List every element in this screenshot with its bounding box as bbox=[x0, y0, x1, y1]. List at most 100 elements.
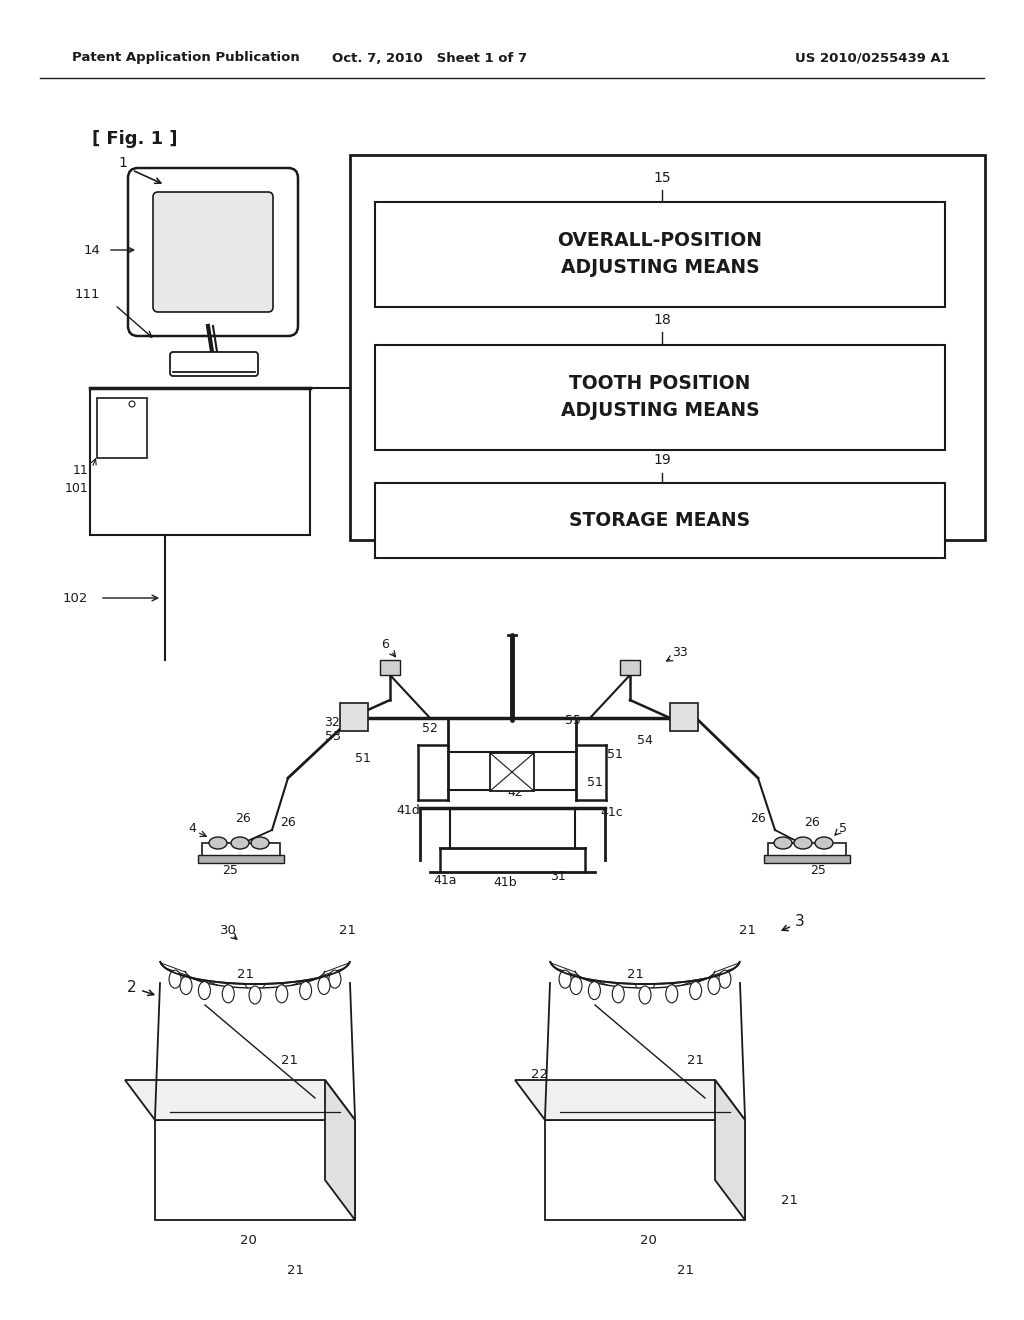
Text: 101: 101 bbox=[65, 482, 88, 495]
Text: 102: 102 bbox=[62, 591, 88, 605]
Text: US 2010/0255439 A1: US 2010/0255439 A1 bbox=[795, 51, 950, 65]
Ellipse shape bbox=[689, 982, 701, 999]
Text: 32: 32 bbox=[325, 715, 340, 729]
Ellipse shape bbox=[815, 837, 833, 849]
Text: 30: 30 bbox=[219, 924, 237, 936]
Text: 21: 21 bbox=[237, 969, 254, 982]
Ellipse shape bbox=[222, 985, 234, 1003]
Text: STORAGE MEANS: STORAGE MEANS bbox=[569, 511, 751, 529]
Text: 21: 21 bbox=[677, 1263, 693, 1276]
Ellipse shape bbox=[570, 977, 582, 994]
Bar bbox=[764, 855, 850, 863]
Text: 5: 5 bbox=[839, 821, 847, 834]
Text: 21: 21 bbox=[739, 924, 757, 936]
Polygon shape bbox=[515, 1080, 745, 1119]
Text: 14: 14 bbox=[83, 243, 100, 256]
Text: 41c: 41c bbox=[601, 805, 624, 818]
Text: 51: 51 bbox=[587, 776, 603, 788]
Text: 21: 21 bbox=[340, 924, 356, 936]
Ellipse shape bbox=[300, 982, 311, 999]
Text: 3: 3 bbox=[795, 915, 805, 929]
Ellipse shape bbox=[666, 985, 678, 1003]
Ellipse shape bbox=[719, 970, 731, 989]
Text: 2: 2 bbox=[127, 981, 137, 995]
Polygon shape bbox=[125, 1080, 355, 1119]
Text: 54: 54 bbox=[637, 734, 653, 747]
Text: [ Fig. 1 ]: [ Fig. 1 ] bbox=[92, 129, 177, 148]
Text: 11: 11 bbox=[73, 463, 88, 477]
Text: 20: 20 bbox=[240, 1233, 256, 1246]
Bar bbox=[620, 660, 640, 675]
Polygon shape bbox=[325, 1080, 355, 1220]
Text: 42: 42 bbox=[507, 785, 523, 799]
Text: 26: 26 bbox=[751, 812, 766, 825]
Ellipse shape bbox=[612, 985, 625, 1003]
Text: 1: 1 bbox=[119, 156, 127, 170]
Text: 25: 25 bbox=[222, 863, 238, 876]
Text: 18: 18 bbox=[653, 313, 671, 327]
Text: TOOTH POSITION
ADJUSTING MEANS: TOOTH POSITION ADJUSTING MEANS bbox=[561, 375, 760, 420]
Text: 111: 111 bbox=[75, 289, 100, 301]
Text: 55: 55 bbox=[565, 714, 581, 726]
Text: 53: 53 bbox=[325, 730, 341, 743]
Bar bbox=[380, 660, 400, 675]
Ellipse shape bbox=[199, 982, 210, 999]
Text: 19: 19 bbox=[653, 453, 671, 467]
Ellipse shape bbox=[231, 837, 249, 849]
Ellipse shape bbox=[275, 985, 288, 1003]
Text: Oct. 7, 2010   Sheet 1 of 7: Oct. 7, 2010 Sheet 1 of 7 bbox=[333, 51, 527, 65]
Ellipse shape bbox=[318, 977, 330, 994]
Bar bbox=[490, 752, 534, 791]
Ellipse shape bbox=[180, 977, 193, 994]
Text: 51: 51 bbox=[607, 748, 623, 762]
Ellipse shape bbox=[329, 970, 341, 989]
Ellipse shape bbox=[559, 970, 571, 989]
Bar bbox=[768, 843, 846, 861]
Text: 26: 26 bbox=[236, 812, 251, 825]
Bar bbox=[202, 843, 280, 861]
Bar bbox=[90, 388, 310, 535]
Text: 21: 21 bbox=[686, 1053, 703, 1067]
Polygon shape bbox=[545, 1119, 745, 1220]
Bar bbox=[198, 855, 284, 863]
Ellipse shape bbox=[794, 837, 812, 849]
Ellipse shape bbox=[774, 837, 792, 849]
Bar bbox=[375, 202, 945, 308]
Bar bbox=[375, 345, 945, 450]
Polygon shape bbox=[155, 1119, 355, 1220]
Bar bbox=[340, 704, 368, 731]
Ellipse shape bbox=[589, 982, 600, 999]
Text: 15: 15 bbox=[653, 172, 671, 185]
Text: 22: 22 bbox=[531, 1068, 549, 1081]
Text: 21: 21 bbox=[282, 1053, 299, 1067]
Text: 21: 21 bbox=[287, 1263, 303, 1276]
Bar bbox=[670, 704, 698, 731]
FancyBboxPatch shape bbox=[170, 352, 258, 376]
Text: OVERALL-POSITION
ADJUSTING MEANS: OVERALL-POSITION ADJUSTING MEANS bbox=[557, 231, 763, 277]
Text: 25: 25 bbox=[810, 863, 826, 876]
Polygon shape bbox=[715, 1080, 745, 1220]
Text: 41a: 41a bbox=[433, 874, 457, 887]
Text: 51: 51 bbox=[355, 751, 371, 764]
Text: 31: 31 bbox=[550, 870, 566, 883]
Ellipse shape bbox=[249, 986, 261, 1005]
Ellipse shape bbox=[639, 986, 651, 1005]
Text: 52: 52 bbox=[422, 722, 438, 734]
Text: 41b: 41b bbox=[494, 876, 517, 890]
Text: 33: 33 bbox=[672, 647, 688, 660]
FancyBboxPatch shape bbox=[128, 168, 298, 337]
Text: 6: 6 bbox=[381, 639, 389, 652]
Text: 21: 21 bbox=[627, 969, 643, 982]
Ellipse shape bbox=[169, 970, 181, 989]
Text: 26: 26 bbox=[804, 817, 820, 829]
Text: 20: 20 bbox=[640, 1233, 656, 1246]
Ellipse shape bbox=[251, 837, 269, 849]
Text: 4: 4 bbox=[188, 821, 196, 834]
Circle shape bbox=[129, 401, 135, 407]
Bar bbox=[97, 399, 147, 458]
Bar bbox=[375, 483, 945, 558]
Bar bbox=[350, 154, 985, 540]
Text: 26: 26 bbox=[281, 816, 296, 829]
Text: 21: 21 bbox=[781, 1193, 799, 1206]
Ellipse shape bbox=[708, 977, 720, 994]
